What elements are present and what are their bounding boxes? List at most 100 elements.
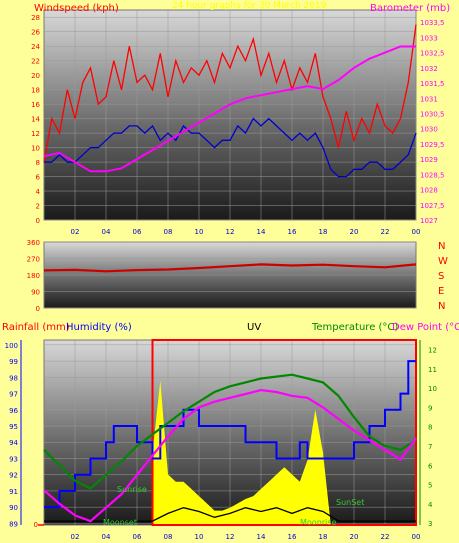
series-gust-line — [43, 24, 417, 163]
barometer-y-tick: 1031,5 — [420, 80, 445, 88]
series-dew-point-line — [43, 388, 417, 523]
barometer-y-tick: 1027 — [420, 217, 438, 225]
humidity-y-tick: 95 — [9, 423, 18, 431]
series-direction-line — [43, 263, 417, 273]
wind-y-tick: 22 — [31, 58, 40, 66]
temperature-y-tick: 6 — [428, 462, 433, 470]
wind-x-tick: 22 — [381, 228, 390, 236]
compass-label: E — [438, 286, 444, 297]
humidity-y-tick: 90 — [9, 504, 18, 512]
humidity-y-tick: 99 — [9, 358, 18, 366]
series-humidity-line — [44, 360, 416, 509]
compass-label: N — [438, 301, 445, 312]
annotation-sunset: SunSet — [336, 498, 364, 507]
temperature-y-tick: 11 — [428, 366, 437, 374]
barometer-y-tick: 1029 — [420, 156, 438, 164]
climate-x-tick: 06 — [133, 533, 142, 541]
barometer-y-tick: 1031 — [420, 95, 438, 103]
series-temperature-line — [43, 373, 417, 490]
climate-x-tick: 10 — [195, 533, 204, 541]
wind-x-tick: 08 — [164, 228, 173, 236]
wind-y-tick: 2 — [36, 203, 40, 211]
humidity-y-tick: 97 — [9, 391, 18, 399]
wind-y-tick: 12 — [31, 130, 40, 138]
barometer-y-tick: 1033,5 — [420, 19, 445, 27]
wind-x-tick: 04 — [102, 228, 111, 236]
wind-x-tick: 20 — [350, 228, 359, 236]
humidity-axis-title: Humidity (%) — [66, 322, 132, 333]
daylight-frame — [151, 339, 417, 526]
barometer-y-tick: 1030,5 — [420, 110, 445, 118]
temperature-y-tick: 4 — [428, 501, 433, 509]
wind-x-tick: 00 — [412, 228, 421, 236]
climate-x-tick: 02 — [71, 533, 80, 541]
compass-label: S — [438, 271, 444, 282]
temperature-y-tick: 10 — [428, 385, 437, 393]
direction-y-tick: 270 — [27, 256, 40, 264]
annotation-moonset: Moonset — [103, 518, 137, 527]
climate-x-tick: 08 — [164, 533, 173, 541]
climate-x-tick: 18 — [319, 533, 328, 541]
dewpoint-axis-title: Dew Point (°C) — [392, 322, 459, 333]
humidity-y-tick: 92 — [9, 472, 18, 480]
wind-y-tick: 28 — [31, 14, 40, 22]
wind-x-tick: 06 — [133, 228, 142, 236]
barometer-y-tick: 1033 — [420, 34, 438, 42]
compass-label: N — [438, 241, 445, 252]
barometer-y-tick: 1030 — [420, 126, 438, 134]
series-uv-area — [152, 380, 331, 525]
climate-x-tick: 04 — [102, 533, 111, 541]
annotation-moonrise: Moonrise — [300, 518, 336, 527]
temperature-y-tick: 8 — [428, 424, 432, 432]
wind-y-tick: 0 — [36, 217, 40, 225]
barometer-y-tick: 1027,5 — [420, 202, 445, 210]
climate-x-tick: 22 — [381, 533, 390, 541]
direction-y-tick: 180 — [27, 272, 40, 280]
wind-x-tick: 02 — [71, 228, 80, 236]
wind-x-tick: 10 — [195, 228, 204, 236]
humidity-y-tick: 89 — [9, 520, 18, 528]
humidity-y-tick: 100 — [5, 342, 18, 350]
wind-y-tick: 8 — [36, 159, 40, 167]
chart-title: 24 hour graphs for 30 March 2019 — [172, 1, 327, 11]
temperature-y-tick: 7 — [428, 443, 432, 451]
annotation-sunrise: Sunrise — [117, 485, 147, 494]
temperature-axis-title: Temperature (°C) — [311, 322, 398, 333]
barometer-y-tick: 1028 — [420, 187, 438, 195]
temperature-y-tick: 5 — [428, 482, 432, 490]
windspeed-axis-title: Windspeed (kph) — [34, 3, 119, 14]
humidity-y-tick: 94 — [9, 439, 18, 447]
wind-x-tick: 14 — [257, 228, 266, 236]
uv-axis-title: UV — [247, 322, 261, 333]
barometer-y-tick: 1028,5 — [420, 171, 445, 179]
wind-y-tick: 26 — [31, 29, 40, 37]
climate-x-tick: 00 — [412, 533, 421, 541]
direction-y-tick: 360 — [27, 239, 40, 247]
wind-x-tick: 18 — [319, 228, 328, 236]
series-solar-line — [44, 507, 416, 522]
wind-y-tick: 16 — [31, 101, 40, 109]
barometer-axis-title: Barometer (mb) — [370, 3, 450, 14]
wind-y-tick: 4 — [36, 188, 41, 196]
climate-x-tick: 12 — [226, 533, 235, 541]
wind-y-tick: 14 — [31, 116, 40, 124]
climate-x-tick: 20 — [350, 533, 359, 541]
series-average-line — [44, 117, 417, 178]
wind-x-tick: 16 — [288, 228, 297, 236]
wind-y-tick: 24 — [31, 43, 40, 51]
climate-x-tick: 16 — [288, 533, 297, 541]
temperature-y-tick: 12 — [428, 347, 437, 355]
climate-x-tick: 14 — [257, 533, 266, 541]
rainfall-axis-title: Rainfall (mm) — [2, 322, 70, 333]
direction-y-tick: 90 — [31, 289, 40, 297]
series-barometer-line — [43, 45, 416, 173]
humidity-y-tick: 96 — [9, 407, 18, 415]
humidity-y-tick: 93 — [9, 455, 18, 463]
wind-y-tick: 6 — [36, 174, 41, 182]
rainfall-y-tick: 0 — [34, 521, 38, 529]
humidity-y-tick: 91 — [9, 488, 18, 496]
temperature-y-tick: 3 — [428, 520, 432, 528]
compass-label: W — [438, 256, 448, 267]
wind-y-tick: 20 — [31, 72, 40, 80]
